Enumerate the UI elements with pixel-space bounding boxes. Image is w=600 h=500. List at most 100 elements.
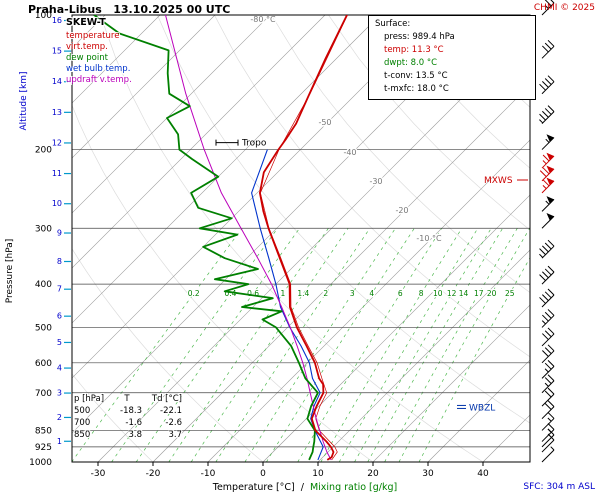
svg-text:-20: -20 <box>395 206 408 215</box>
svg-text:3: 3 <box>57 389 62 398</box>
dew-point-curve <box>93 15 319 461</box>
svg-text:15: 15 <box>52 47 62 56</box>
svg-text:6: 6 <box>398 289 403 298</box>
svg-text:300: 300 <box>35 224 52 234</box>
svg-text:0.4: 0.4 <box>224 289 236 298</box>
svg-text:-10: -10 <box>201 469 216 479</box>
mxws-marker: MXWS <box>484 176 528 186</box>
svg-text:20: 20 <box>367 469 379 479</box>
svg-text:500: 500 <box>35 323 52 333</box>
svg-text:1.4: 1.4 <box>297 289 309 298</box>
svg-text:8: 8 <box>57 257 62 266</box>
temperature-curve <box>258 15 348 461</box>
svg-text:-40: -40 <box>343 148 356 157</box>
table-row: 850 3.8 3.7 <box>74 430 182 440</box>
levels-table-header: p [hPa] T Td [°C] <box>74 393 182 405</box>
station-date-title: Praha-Libus 13.10.2025 00 UTC <box>28 3 231 16</box>
svg-text:850: 850 <box>35 426 52 436</box>
svg-text:700: 700 <box>35 389 52 399</box>
levels-table: p [hPa] T Td [°C] 500 -18.3 -22.1 700 -1… <box>74 393 182 441</box>
legend-item-virt-temp: virt.temp. <box>66 42 108 52</box>
svg-text:0: 0 <box>260 469 266 479</box>
svg-text:7: 7 <box>57 285 62 294</box>
surface-temp: temp: 11.3 °C <box>384 45 444 55</box>
wind-barbs <box>539 0 555 463</box>
svg-text:16: 16 <box>52 16 62 25</box>
svg-text:9: 9 <box>57 229 62 238</box>
svg-text:1: 1 <box>280 289 285 298</box>
mixing-ratio-lines <box>72 228 530 462</box>
wbzl-marker: WBZL <box>457 403 495 413</box>
surface-dwpt: dwpt: 8.0 °C <box>384 58 438 68</box>
svg-text:-10 °C: -10 °C <box>416 234 442 243</box>
svg-text:40: 40 <box>477 469 489 479</box>
svg-text:12: 12 <box>52 138 62 147</box>
surface-tconv: t-conv: 13.5 °C <box>384 71 448 81</box>
svg-text:-20: -20 <box>146 469 161 479</box>
wet-bulb-curve <box>251 149 324 461</box>
svg-text:20: 20 <box>487 289 497 298</box>
surface-tmxfc: t-mxfc: 18.0 °C <box>384 84 449 94</box>
temperature-axis-labels: -30 -20 -10 0 10 20 30 40 <box>91 462 489 479</box>
tropopause-label: Tropo <box>241 139 267 149</box>
svg-text:11: 11 <box>52 169 62 178</box>
pressure-axis-labels: 100 200 300 400 500 600 700 850 925 1000 <box>29 11 52 468</box>
svg-text:30: 30 <box>422 469 434 479</box>
svg-text:8: 8 <box>419 289 424 298</box>
svg-text:2: 2 <box>323 289 328 298</box>
svg-text:5: 5 <box>57 338 62 347</box>
svg-text:4: 4 <box>57 364 62 373</box>
svg-text:100: 100 <box>35 11 52 21</box>
wbzl-label: WBZL <box>469 403 495 413</box>
virt-temp-curve <box>260 15 348 461</box>
svg-text:200: 200 <box>35 146 52 156</box>
svg-text:12: 12 <box>447 289 457 298</box>
temperature-axis-title: Temperature [°C] <box>212 482 295 493</box>
station-elevation-label: SFC: 304 m ASL <box>523 482 595 492</box>
altitude-axis-title: Altitude [km] <box>19 71 29 131</box>
svg-text:1000: 1000 <box>29 458 52 468</box>
svg-text:0.6: 0.6 <box>247 289 259 298</box>
tropopause-marker: Tropo <box>215 139 267 149</box>
table-row: 500 -18.3 -22.1 <box>74 406 182 416</box>
mxws-label: MXWS <box>484 176 513 186</box>
svg-text:1: 1 <box>57 437 62 446</box>
svg-text:925: 925 <box>35 443 52 453</box>
svg-text:14: 14 <box>52 77 62 86</box>
mixing-ratio-axis-title: Mixing ratio [g/kg] <box>309 482 398 493</box>
svg-text:-30: -30 <box>91 469 106 479</box>
surface-info-box: Surface: press: 989.4 hPa temp: 11.3 °C … <box>368 15 536 100</box>
legend: SKEW-T temperature virt.temp. dew point … <box>66 17 132 86</box>
svg-text:4: 4 <box>369 289 374 298</box>
col-pressure: p [hPa] <box>74 394 105 404</box>
surface-box-title: Surface: <box>375 19 411 29</box>
svg-text:6: 6 <box>57 312 62 321</box>
svg-text:0.2: 0.2 <box>188 289 200 298</box>
col-temp: T <box>124 394 130 404</box>
legend-title: SKEW-T <box>66 17 106 28</box>
legend-item-temperature: temperature <box>66 31 120 41</box>
svg-text:25: 25 <box>505 289 515 298</box>
updraft-virt-temp-curve <box>165 15 332 461</box>
svg-text:600: 600 <box>35 359 52 369</box>
legend-item-dew-point: dew point <box>66 53 108 63</box>
mixing-ratio-labels: 0.2 0.4 0.6 1 1.4 2 3 4 6 8 10 12 14 17 20 25 <box>187 288 516 300</box>
plot-border <box>71 14 531 463</box>
surface-press: press: 989.4 hPa <box>384 32 455 42</box>
svg-text:13: 13 <box>52 108 62 117</box>
sounding-curves <box>93 15 348 461</box>
x-axis-titles: Temperature [°C] / Mixing ratio [g/kg] <box>140 482 470 493</box>
svg-text:17: 17 <box>474 289 484 298</box>
svg-text:400: 400 <box>35 280 52 290</box>
axis-title-separator: / <box>300 482 304 493</box>
table-row: 700 -1.6 -2.6 <box>74 418 182 428</box>
svg-text:3: 3 <box>350 289 355 298</box>
svg-text:-80 °C: -80 °C <box>250 15 276 24</box>
svg-text:10: 10 <box>433 289 443 298</box>
isotherm-labels: -80 °C -50 -40 -30 -20 -10 °C <box>249 14 444 245</box>
svg-text:-30: -30 <box>369 177 382 186</box>
legend-item-wet-bulb: wet bulb temp. <box>66 64 131 74</box>
svg-text:10: 10 <box>52 199 62 208</box>
pressure-axis-title: Pressure [hPa] <box>5 238 15 304</box>
